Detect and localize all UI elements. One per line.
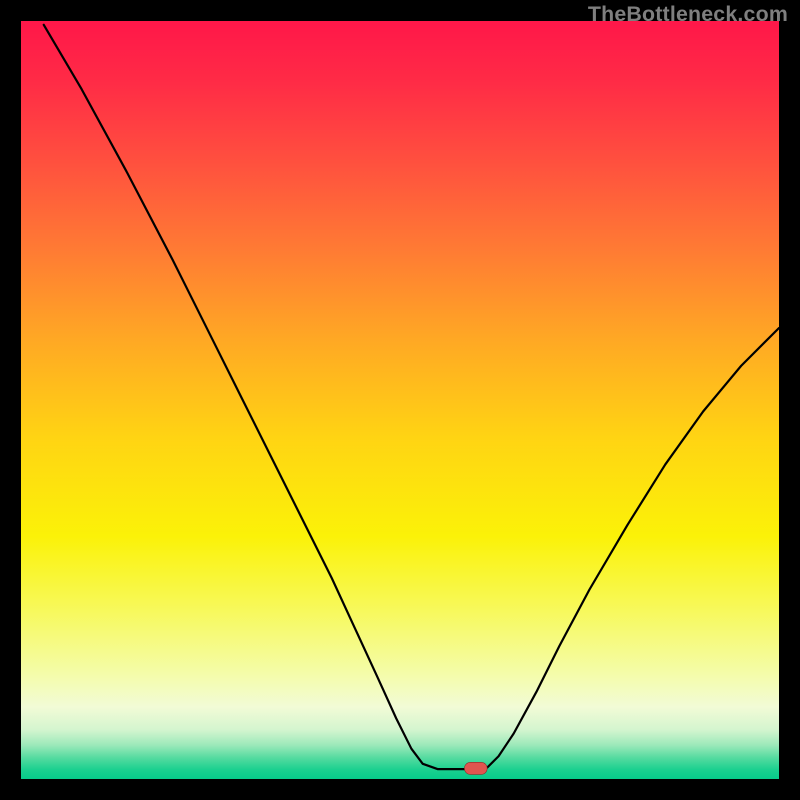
plot-area [21, 21, 779, 779]
gradient-background [21, 21, 779, 779]
chart-frame: TheBottleneck.com [0, 0, 800, 800]
optimum-marker [464, 762, 487, 774]
watermark-text: TheBottleneck.com [588, 2, 788, 27]
chart-svg [0, 0, 800, 800]
